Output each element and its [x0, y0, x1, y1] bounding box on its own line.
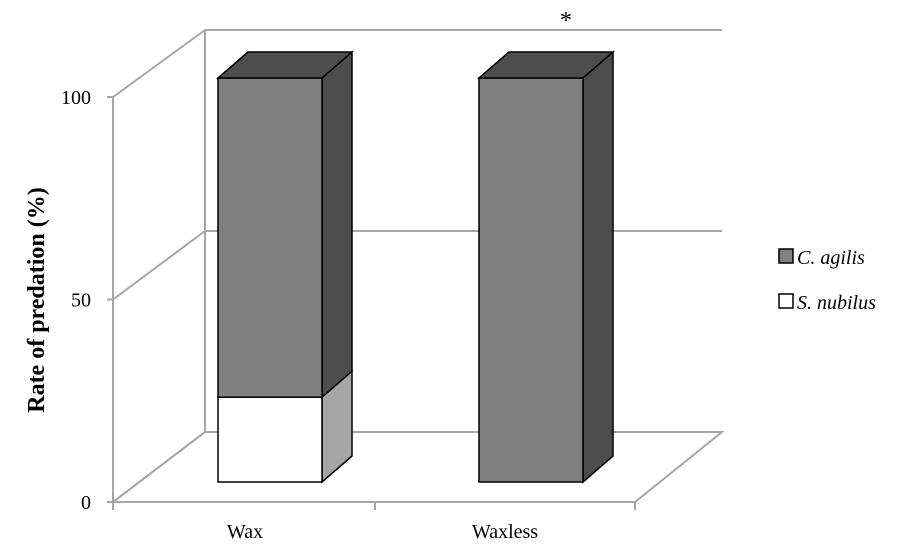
- bar-side: [582, 50, 614, 484]
- bar-top: [476, 51, 616, 79]
- significance-marker: *: [560, 8, 572, 34]
- y-tick-label: 0: [81, 492, 91, 514]
- bar: [217, 396, 323, 483]
- floor: [110, 431, 725, 503]
- legend-swatch: [778, 248, 794, 264]
- gridline-side: [112, 431, 206, 503]
- y-tick-label: 50: [71, 290, 91, 312]
- gridline-side: [112, 230, 206, 301]
- legend-label: C. agilis: [797, 247, 865, 269]
- y-axis: 0 50 100: [61, 87, 113, 514]
- gridline-side: [112, 29, 206, 98]
- y-tick-label: 100: [61, 87, 91, 109]
- bar-side: [321, 50, 353, 399]
- legend-swatch: [778, 293, 794, 309]
- chart-walls: [110, 29, 725, 503]
- x-axis: Wax Waxless: [112, 502, 636, 543]
- bar-top: [215, 51, 355, 79]
- x-tick-label: Waxless: [472, 521, 538, 543]
- bar: [217, 77, 323, 398]
- bars: [215, 50, 616, 484]
- annotations: *: [560, 8, 572, 34]
- bar: [478, 77, 584, 483]
- legend-label: S. nubilus: [797, 292, 876, 314]
- legend: C. agilis S. nubilus: [778, 247, 876, 314]
- y-axis-title: Rate of predation (%): [24, 187, 50, 413]
- x-tick-label: Wax: [227, 521, 263, 543]
